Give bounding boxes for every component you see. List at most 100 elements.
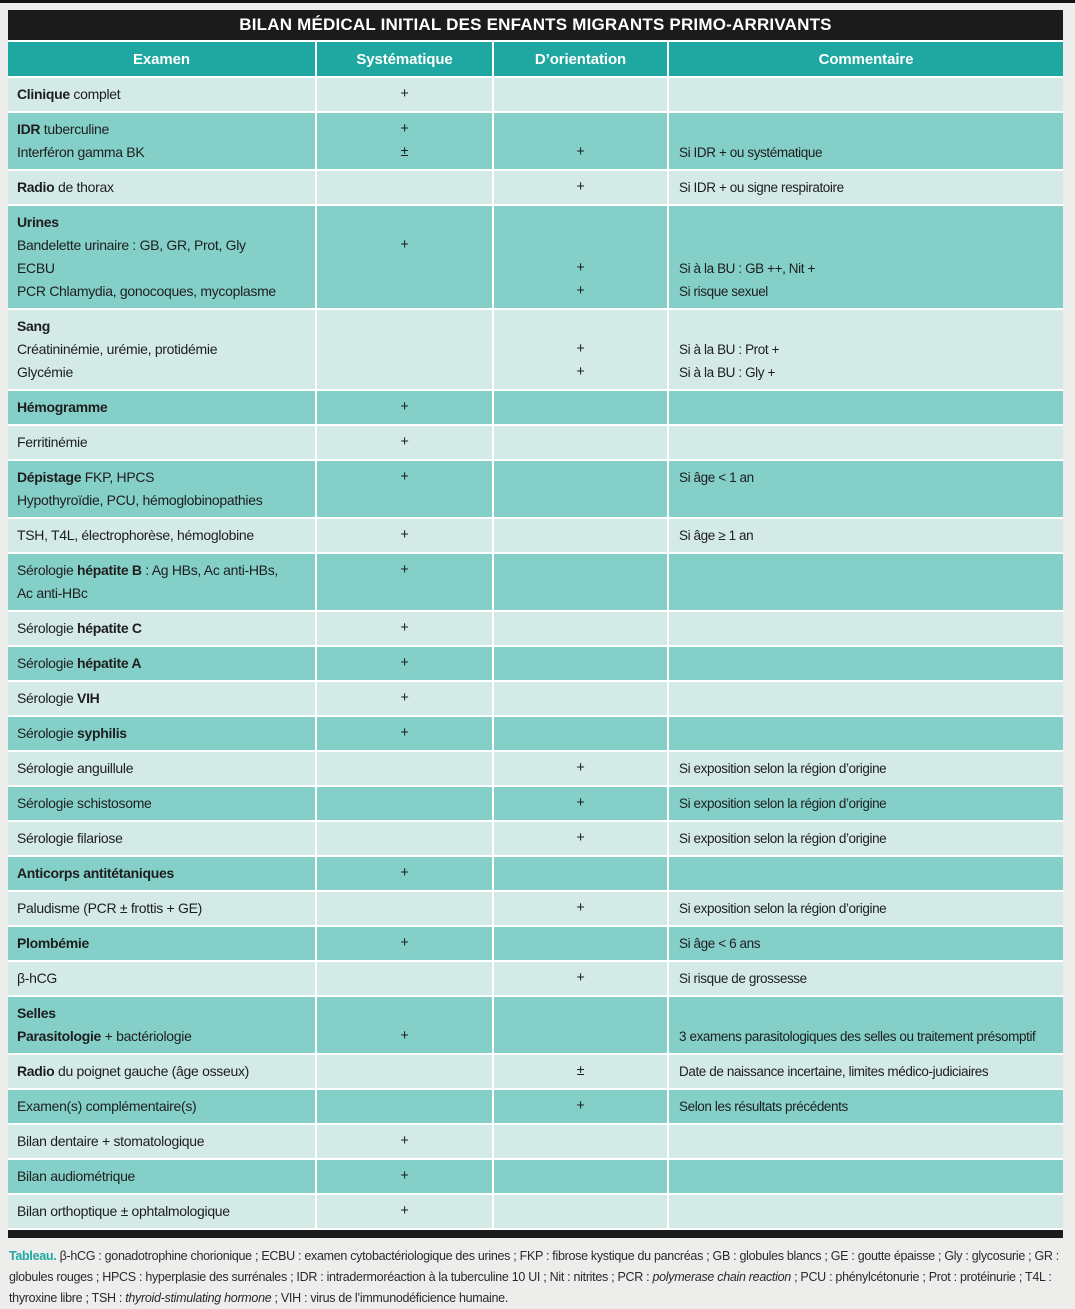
- footnote-text: polymerase chain reaction: [652, 1270, 791, 1284]
- comment-text: [669, 559, 1063, 582]
- mark-symbol: +: [400, 86, 409, 102]
- cell-orientation: [494, 1195, 669, 1228]
- mark-symbol: +: [576, 795, 585, 811]
- mark-symbol: [494, 722, 667, 745]
- cell-commentaire: Si exposition selon la région d’origine: [669, 787, 1063, 820]
- exam-label: Bilan audiométrique: [17, 1168, 136, 1184]
- footnote-label: Tableau.: [9, 1249, 60, 1263]
- mark-symbol: +: [400, 1028, 409, 1044]
- cell-examen: Clinique complet: [8, 78, 317, 111]
- mark-symbol: [494, 1002, 667, 1025]
- comment-text: [669, 1002, 1063, 1025]
- mark-symbol: [494, 431, 667, 454]
- table-row: β-hCG + Si risque de grossesse: [8, 962, 1063, 995]
- cell-commentaire: Selon les résultats précédents: [669, 1090, 1063, 1123]
- mark-symbol: +: [400, 121, 409, 137]
- exam-label: Sérologie anguillule: [17, 760, 134, 776]
- exam-label: ECBU: [17, 260, 55, 276]
- cell-commentaire: Si risque de grossesse: [669, 962, 1063, 995]
- cell-orientation: [494, 612, 669, 645]
- cell-commentaire: Si âge < 1 an: [669, 461, 1063, 517]
- cell-systematique: [317, 310, 494, 389]
- exam-label: Parasitologie + bactériologie: [17, 1028, 192, 1044]
- comment-text: Si exposition selon la région d’origine: [679, 831, 887, 846]
- cell-orientation: [494, 554, 669, 610]
- cell-examen: Sérologie hépatite C: [8, 612, 317, 645]
- comment-text: [669, 617, 1063, 640]
- mark-symbol: [494, 559, 667, 582]
- mark-symbol: [494, 1200, 667, 1223]
- comment-text: Si IDR + ou signe respiratoire: [679, 180, 844, 195]
- table-bottom-rule: [8, 1230, 1063, 1238]
- mark-symbol: [494, 582, 667, 605]
- comment-text: [669, 118, 1063, 141]
- table-row: Bilan orthoptique ± ophtalmologique +: [8, 1195, 1063, 1228]
- cell-orientation: [494, 927, 669, 960]
- comment-text: Si à la BU : Prot +: [679, 342, 780, 357]
- cell-commentaire: Si exposition selon la région d’origine: [669, 892, 1063, 925]
- cell-orientation: +: [494, 822, 669, 855]
- cell-examen: Bilan dentaire + stomatologique: [8, 1125, 317, 1158]
- mark-symbol: +: [576, 144, 585, 160]
- table-row: Anticorps antitétaniques +: [8, 857, 1063, 890]
- exam-label: Bilan dentaire + stomatologique: [17, 1133, 205, 1149]
- exam-label: Hémogramme: [17, 399, 108, 415]
- cell-orientation: [494, 519, 669, 552]
- exam-label: Anticorps antitétaniques: [17, 865, 174, 881]
- cell-orientation: [494, 1160, 669, 1193]
- exam-label: Sang: [17, 318, 51, 334]
- cell-commentaire: [669, 717, 1063, 750]
- cell-systematique: +: [317, 997, 494, 1053]
- mark-symbol: +: [576, 970, 585, 986]
- comment-text: Si IDR + ou systématique: [679, 145, 823, 160]
- column-header-orientation: D’orientation: [494, 42, 669, 76]
- footnote-text: ; VIH : virus de l’immunodéficience huma…: [271, 1291, 509, 1305]
- cell-orientation: [494, 997, 669, 1053]
- cell-systematique: +: [317, 1125, 494, 1158]
- cell-commentaire: Si IDR + ou systématique: [669, 113, 1063, 169]
- cell-examen: Sérologie hépatite B : Ag HBs, Ac anti-H…: [8, 554, 317, 610]
- mark-symbol: [317, 176, 492, 199]
- exam-label: Interféron gamma BK: [17, 144, 145, 160]
- table-header-row: Examen Systématique D’orientation Commen…: [8, 42, 1063, 76]
- cell-systematique: [317, 1055, 494, 1088]
- table-title: BILAN MÉDICAL INITIAL DES ENFANTS MIGRAN…: [8, 10, 1063, 40]
- cell-commentaire: [669, 647, 1063, 680]
- mark-symbol: [494, 932, 667, 955]
- mark-symbol: +: [576, 283, 585, 299]
- table-row: Sérologie syphilis +: [8, 717, 1063, 750]
- mark-symbol: +: [400, 620, 409, 636]
- comment-text: [669, 211, 1063, 234]
- cell-orientation: + +: [494, 310, 669, 389]
- cell-examen: Sang Créatininémie, urémie, protidémie Gly…: [8, 310, 317, 389]
- comment-text: [669, 431, 1063, 454]
- mark-symbol: ±: [400, 144, 409, 160]
- cell-commentaire: [669, 426, 1063, 459]
- cell-orientation: +: [494, 962, 669, 995]
- exam-label: Sérologie syphilis: [17, 725, 127, 741]
- exam-label: Sérologie schistosome: [17, 795, 152, 811]
- exam-label: Sérologie hépatite A: [17, 655, 142, 671]
- cell-commentaire: [669, 612, 1063, 645]
- cell-examen: Sérologie anguillule: [8, 752, 317, 785]
- cell-systematique: [317, 962, 494, 995]
- exam-label: Bilan orthoptique ± ophtalmologique: [17, 1203, 230, 1219]
- table-body: Clinique complet + IDR tuberculine Interfé…: [8, 78, 1063, 1228]
- mark-symbol: [317, 827, 492, 850]
- cell-examen: Hémogramme: [8, 391, 317, 424]
- mark-symbol: +: [576, 900, 585, 916]
- cell-orientation: +: [494, 892, 669, 925]
- mark-symbol: [317, 280, 492, 303]
- table-row: Dépistage FKP, HPCS Hypothyroïdie, PCU, h…: [8, 461, 1063, 517]
- exam-label: Sérologie VIH: [17, 690, 100, 706]
- mark-symbol: +: [400, 1133, 409, 1149]
- table-row: Hémogramme +: [8, 391, 1063, 424]
- column-header-examen: Examen: [8, 42, 317, 76]
- table-row: Sérologie schistosome + Si exposition sel…: [8, 787, 1063, 820]
- mark-symbol: +: [400, 527, 409, 543]
- exam-label: Selles: [17, 1005, 56, 1021]
- comment-text: Date de naissance incertaine, limites mé…: [679, 1064, 989, 1079]
- cell-examen: Plombémie: [8, 927, 317, 960]
- table-row: Sang Créatininémie, urémie, protidémie Gly…: [8, 310, 1063, 389]
- table-row: Sérologie VIH +: [8, 682, 1063, 715]
